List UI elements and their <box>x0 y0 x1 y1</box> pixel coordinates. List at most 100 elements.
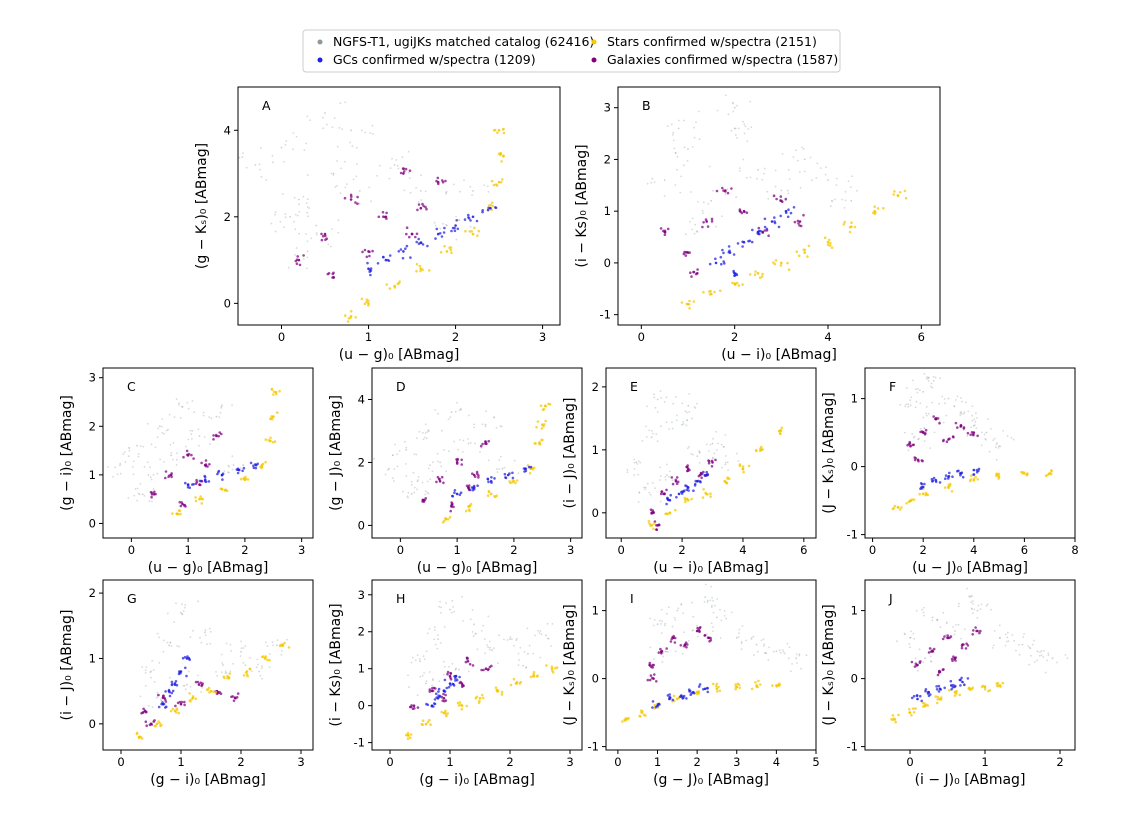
panel-points <box>238 101 506 323</box>
data-point-catalog <box>803 158 806 161</box>
scatter-dot-catalog <box>497 662 499 665</box>
scatter-dot-catalog <box>905 387 908 389</box>
scatter-dot-catalog <box>420 174 422 177</box>
scatter-dot-stars <box>404 733 408 737</box>
scatter-dot-catalog <box>486 644 488 646</box>
scatter-dot-catalog <box>158 636 161 639</box>
y-axis-label: (g − J)₀ [ABmag] <box>328 395 344 511</box>
x-tick-label: 2 <box>452 330 459 344</box>
data-point-gcs <box>950 684 953 687</box>
scatter-dot-gcs <box>447 686 451 689</box>
scatter-dot-catalog <box>665 396 668 399</box>
scatter-dot-gcs <box>242 466 246 470</box>
scatter-dot-stars <box>220 487 224 491</box>
scatter-dot-stars <box>664 512 667 516</box>
scatter-dot-stars <box>995 473 998 477</box>
scatter-dot-gcs <box>763 225 767 229</box>
scatter-dot-catalog <box>227 464 230 467</box>
data-point-catalog <box>136 444 139 447</box>
scatter-dot-catalog <box>712 189 714 192</box>
scatter-dot-galaxies <box>952 655 955 658</box>
scatter-dot-catalog <box>935 619 938 622</box>
scatter-dot-catalog <box>1004 633 1007 636</box>
scatter-dot-galaxies <box>230 695 233 699</box>
scatter-dot-gcs <box>437 690 440 693</box>
scatter-dot-galaxies <box>689 271 692 275</box>
scatter-dot-catalog <box>1028 663 1031 666</box>
scatter-dot-gcs <box>937 690 941 693</box>
scatter-dot-catalog <box>704 583 707 586</box>
scatter-dot-gcs <box>952 683 955 687</box>
scatter-dot-stars <box>346 320 350 323</box>
scatter-dot-catalog <box>750 126 753 128</box>
scatter-dot-catalog <box>790 670 792 673</box>
scatter-dot-stars <box>672 694 676 698</box>
scatter-dot-gcs <box>442 689 446 692</box>
scatter-dot-catalog <box>736 452 738 455</box>
scatter-dot-gcs <box>438 232 442 235</box>
scatter-dot-stars <box>666 512 669 516</box>
scatter-dot-catalog <box>136 487 139 490</box>
scatter-dot-catalog <box>774 169 777 172</box>
scatter-dot-catalog <box>293 220 295 223</box>
scatter-dot-galaxies <box>179 504 183 508</box>
x-tick-label: 3 <box>298 543 305 557</box>
panel-letter: C <box>127 379 136 394</box>
series-stars <box>890 681 1005 724</box>
scatter-dot-catalog <box>169 443 172 446</box>
scatter-dot-catalog <box>693 136 696 139</box>
scatter-dot-catalog <box>153 681 156 683</box>
scatter-dot-catalog <box>431 678 434 680</box>
series-stars <box>171 387 281 516</box>
scatter-dot-stars <box>534 442 537 445</box>
scatter-dot-catalog <box>674 184 677 186</box>
data-point-gcs <box>471 215 475 219</box>
scatter-dot-catalog <box>743 132 746 135</box>
scatter-dot-catalog <box>716 598 718 600</box>
scatter-dot-galaxies <box>487 439 491 443</box>
data-point-catalog <box>666 474 668 476</box>
scatter-dot-catalog <box>904 633 906 636</box>
scatter-dot-stars <box>737 284 741 287</box>
data-point-catalog <box>491 649 493 652</box>
scatter-dot-catalog <box>416 694 419 697</box>
data-point-galaxies <box>798 220 802 223</box>
scatter-dot-galaxies <box>456 462 459 465</box>
scatter-dot-stars <box>704 491 707 495</box>
scatter-dot-catalog <box>638 491 641 494</box>
data-point-catalog <box>1036 650 1039 653</box>
scatter-dot-stars <box>621 720 624 723</box>
panel-points <box>372 401 552 524</box>
scatter-dot-galaxies <box>435 179 438 183</box>
scatter-dot-galaxies <box>692 270 696 274</box>
scatter-dot-galaxies <box>917 459 920 463</box>
scatter-dot-catalog <box>904 431 906 434</box>
scatter-dot-catalog <box>158 662 161 664</box>
scatter-dot-stars <box>553 666 557 670</box>
scatter-dot-catalog <box>272 161 274 164</box>
scatter-dot-gcs <box>685 697 688 700</box>
data-point-catalog <box>416 480 419 483</box>
data-point-galaxies <box>349 198 353 201</box>
scatter-dot-galaxies <box>331 276 334 279</box>
scatter-dot-catalog <box>499 455 502 458</box>
scatter-dot-galaxies <box>665 488 668 492</box>
scatter-dot-catalog <box>513 644 515 647</box>
scatter-dot-catalog <box>271 641 274 644</box>
scatter-dot-stars <box>175 708 179 712</box>
series-galaxies <box>408 656 493 710</box>
scatter-dot-gcs <box>458 493 462 497</box>
scatter-dot-catalog <box>1006 435 1009 437</box>
scatter-dot-stars <box>501 178 504 181</box>
scatter-dot-catalog <box>660 397 662 399</box>
data-point-gcs <box>384 258 388 262</box>
data-point-catalog <box>656 623 659 626</box>
scatter-dot-stars <box>407 734 410 737</box>
x-axis-label: (u − J)₀ [ABmag] <box>912 560 1028 576</box>
scatter-dot-catalog <box>918 437 920 440</box>
scatter-dot-catalog <box>137 492 140 495</box>
scatter-dot-galaxies <box>767 234 770 237</box>
scatter-dot-gcs <box>183 655 187 659</box>
scatter-dot-galaxies <box>772 194 776 197</box>
